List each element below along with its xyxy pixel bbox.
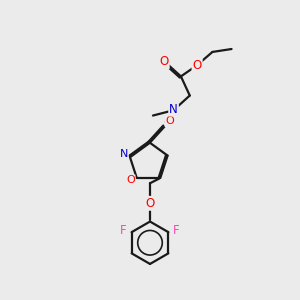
Text: N: N: [119, 149, 128, 159]
Text: N: N: [169, 103, 178, 116]
Text: O: O: [193, 59, 202, 72]
Text: O: O: [126, 175, 135, 185]
Text: O: O: [160, 55, 169, 68]
Text: F: F: [120, 224, 127, 237]
Text: F: F: [173, 224, 180, 237]
Text: O: O: [165, 116, 174, 126]
Text: O: O: [146, 197, 154, 210]
